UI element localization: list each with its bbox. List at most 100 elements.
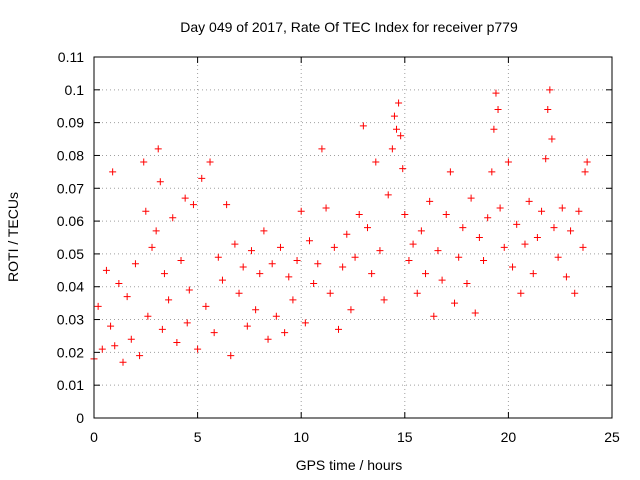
data-point xyxy=(380,296,388,304)
y-tick-label: 0.02 xyxy=(57,344,84,360)
data-point xyxy=(102,266,110,274)
data-point xyxy=(484,214,492,222)
data-point xyxy=(247,247,255,255)
data-point xyxy=(368,270,376,278)
y-tick-label: 0.06 xyxy=(57,213,84,229)
y-tick-label: 0.08 xyxy=(57,147,84,163)
y-tick-label: 0.1 xyxy=(65,82,85,98)
data-point xyxy=(395,99,403,107)
data-point xyxy=(364,224,372,232)
data-point xyxy=(326,289,334,297)
data-point xyxy=(351,253,359,261)
data-point xyxy=(372,158,380,166)
data-point xyxy=(533,234,541,241)
data-point xyxy=(334,325,342,333)
data-point xyxy=(243,322,251,330)
data-point xyxy=(409,240,417,248)
y-tick-label: 0.01 xyxy=(57,377,84,393)
data-point xyxy=(509,263,517,271)
data-point xyxy=(529,270,537,278)
data-point xyxy=(548,135,556,143)
data-point xyxy=(384,191,392,199)
chart-title: Day 049 of 2017, Rate Of TEC Index for r… xyxy=(180,19,518,35)
data-point xyxy=(223,201,231,209)
x-axis-label: GPS time / hours xyxy=(296,457,403,473)
data-point xyxy=(142,207,150,215)
data-point xyxy=(119,358,127,366)
data-point xyxy=(355,211,363,219)
data-point xyxy=(301,319,309,327)
data-points xyxy=(90,86,591,366)
data-point xyxy=(314,260,322,268)
data-point xyxy=(397,132,405,140)
data-point xyxy=(525,197,533,205)
data-point xyxy=(581,168,589,176)
data-point xyxy=(376,247,384,255)
data-point xyxy=(239,263,247,271)
data-point xyxy=(152,227,160,235)
data-point xyxy=(575,207,583,215)
data-point xyxy=(438,276,446,284)
data-point xyxy=(343,230,351,238)
data-point xyxy=(272,312,280,320)
data-point xyxy=(268,260,276,268)
data-point xyxy=(480,256,488,264)
data-point xyxy=(148,243,156,251)
data-point xyxy=(107,322,115,330)
data-point xyxy=(579,243,587,251)
y-tick-label: 0.05 xyxy=(57,246,84,262)
data-point xyxy=(252,306,260,314)
data-point xyxy=(546,86,554,94)
data-point xyxy=(281,329,289,337)
grid-lines xyxy=(94,57,612,418)
data-point xyxy=(459,224,467,232)
y-tick-label: 0 xyxy=(76,410,84,426)
data-point xyxy=(430,312,438,320)
data-point xyxy=(393,125,401,133)
data-point xyxy=(235,289,243,297)
data-point xyxy=(194,345,202,353)
data-point xyxy=(517,289,525,297)
plot-frame xyxy=(93,56,613,419)
data-point xyxy=(390,112,398,120)
data-point xyxy=(488,168,496,176)
data-point xyxy=(177,256,185,264)
data-point xyxy=(496,204,504,212)
data-point xyxy=(475,234,483,241)
data-point xyxy=(463,279,471,287)
data-point xyxy=(115,279,123,287)
data-point xyxy=(183,319,191,327)
data-point xyxy=(417,227,425,235)
y-axis-label: ROTI / TECUs xyxy=(5,192,21,282)
data-point xyxy=(109,168,117,176)
x-tick-label: 25 xyxy=(604,429,620,445)
data-point xyxy=(276,243,284,251)
data-point xyxy=(455,253,463,261)
data-point xyxy=(318,145,326,153)
data-point xyxy=(550,224,558,232)
y-tick-labels: 0 0.01 0.02 0.03 0.04 0.05 0.06 0.07 0.08 0.09 0.1… xyxy=(57,49,84,426)
data-point xyxy=(198,174,206,182)
data-point xyxy=(399,165,407,173)
data-point xyxy=(227,352,235,360)
x-tick-label: 0 xyxy=(90,429,98,445)
data-point xyxy=(156,178,164,186)
data-point xyxy=(158,325,166,333)
data-point xyxy=(567,227,575,235)
data-point xyxy=(339,263,347,271)
data-point xyxy=(583,158,591,166)
data-point xyxy=(264,335,272,343)
data-point xyxy=(571,289,579,297)
data-point xyxy=(202,302,210,310)
data-point xyxy=(181,194,189,202)
data-point xyxy=(558,204,566,212)
data-point xyxy=(310,279,318,287)
data-point xyxy=(131,260,139,268)
data-point xyxy=(562,273,570,281)
data-point xyxy=(256,270,264,278)
data-point xyxy=(231,240,239,248)
data-point xyxy=(189,201,197,209)
data-point xyxy=(446,168,454,176)
data-point xyxy=(490,125,498,133)
data-point xyxy=(504,158,512,166)
